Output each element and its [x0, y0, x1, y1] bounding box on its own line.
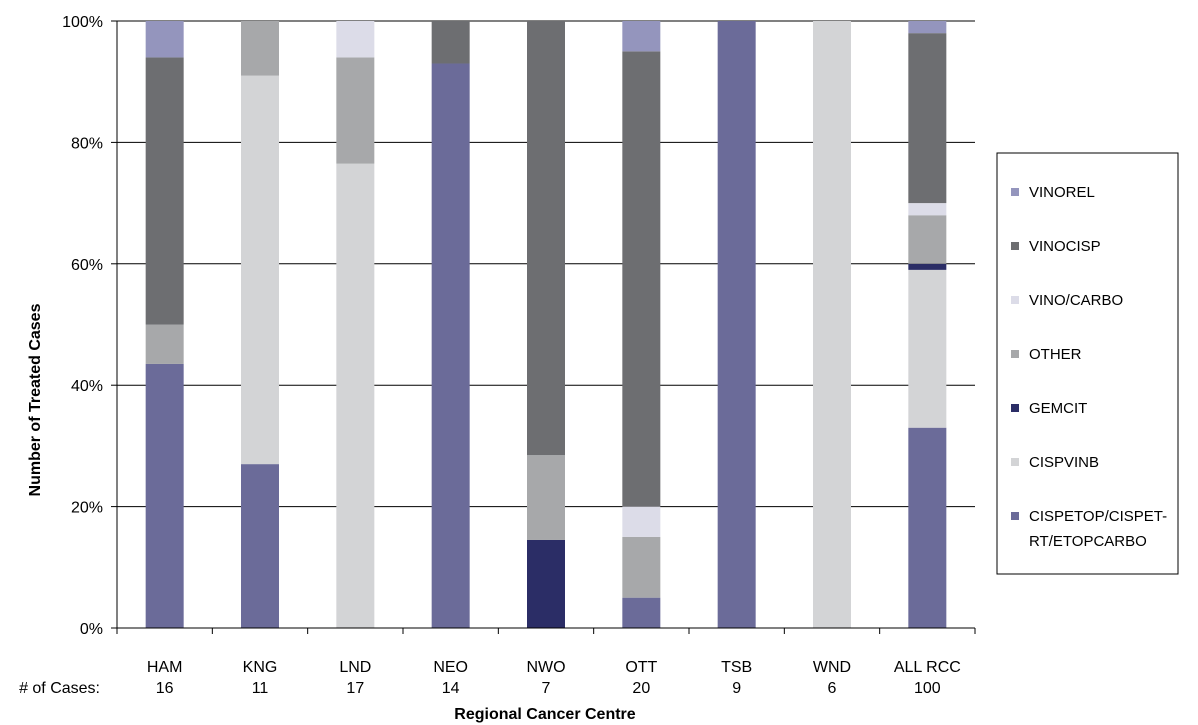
- legend-label: CISPETOP/CISPET-: [1029, 508, 1167, 525]
- case-count-label: 7: [542, 680, 551, 697]
- legend-swatch: [1011, 404, 1019, 412]
- bar-segment: [813, 21, 851, 628]
- bar-segment: [145, 21, 184, 58]
- bar-segment: [717, 21, 756, 628]
- bar-segment: [241, 464, 279, 628]
- axes: [111, 20, 976, 634]
- bar-segment: [908, 263, 947, 270]
- legend-label: OTHER: [1029, 346, 1082, 363]
- y-tick-label: 40%: [71, 378, 103, 395]
- bar-segment: [622, 51, 661, 507]
- legend-label: GEMCIT: [1029, 400, 1087, 417]
- bar-segment: [241, 75, 279, 465]
- case-count-label: 20: [632, 680, 650, 697]
- bar-segment: [908, 21, 947, 34]
- bar-segment: [145, 324, 184, 364]
- case-count-label: 9: [732, 680, 741, 697]
- x-tick-label: WND: [813, 659, 851, 676]
- legend-box: [996, 152, 1179, 575]
- case-count-label: 6: [828, 680, 837, 697]
- case-count-label: 16: [156, 680, 174, 697]
- bar-segment: [622, 597, 661, 628]
- bar-segment: [908, 269, 947, 428]
- bar-segment: [908, 427, 947, 628]
- x-tick-label: NWO: [526, 659, 565, 676]
- bar-segment: [622, 21, 661, 52]
- bar-segment: [908, 203, 947, 216]
- legend-label: RT/ETOPCARBO: [1029, 533, 1147, 550]
- bar-segment: [241, 21, 279, 76]
- y-tick-label: 20%: [71, 500, 103, 517]
- y-tick-labels: 0% 20% 40% 60% 80% 100%: [62, 14, 103, 638]
- x-tick-label: NEO: [433, 659, 468, 676]
- bar-segment: [622, 506, 661, 537]
- legend-swatch: [1011, 458, 1019, 466]
- legend-label: CISPVINB: [1029, 454, 1099, 471]
- legend-swatch: [1011, 188, 1019, 196]
- case-count-label: 17: [346, 680, 364, 697]
- x-tick-label: ALL RCC: [894, 659, 961, 676]
- y-tick-label: 60%: [71, 257, 103, 274]
- case-count-label: 11: [252, 680, 269, 697]
- bar-segment: [527, 455, 565, 540]
- case-count-label: 100: [914, 680, 941, 697]
- x-tick-label: HAM: [147, 659, 183, 676]
- case-count-label: 14: [442, 680, 460, 697]
- y-tick-label: 80%: [71, 135, 103, 152]
- legend-swatch: [1011, 242, 1019, 250]
- legend-swatch: [1011, 512, 1019, 520]
- y-tick-label: 0%: [80, 621, 103, 638]
- cases-row-label: # of Cases:: [19, 680, 100, 697]
- legend: VINOREL VINOCISP VINO/CARBO OTHER GEMCIT CISP…: [996, 152, 1179, 575]
- x-tick-labels: HAM 16 KNG 11 LND 17 NEO 14 NWO 7 OTT 20 TSB 9 WND 6 ALL…: [147, 659, 961, 697]
- bars: [145, 21, 947, 629]
- bar-segment: [145, 363, 184, 628]
- x-tick-label: KNG: [243, 659, 278, 676]
- bar-segment: [336, 21, 375, 58]
- bar-segment: [908, 215, 947, 264]
- bar-segment: [527, 539, 565, 628]
- x-axis-title: Regional Cancer Centre: [454, 706, 635, 723]
- x-tick-label: LND: [339, 659, 371, 676]
- bar-segment: [622, 536, 661, 598]
- bar-segment: [336, 57, 375, 164]
- bar-segment: [431, 21, 470, 64]
- bar-segment: [336, 163, 375, 628]
- bar-segment: [908, 33, 947, 204]
- bar-segment: [145, 57, 184, 325]
- bar-segment: [527, 21, 565, 456]
- legend-label: VINOCISP: [1029, 238, 1101, 255]
- x-tick-label: OTT: [625, 659, 657, 676]
- y-tick-label: 100%: [62, 14, 103, 31]
- legend-swatch: [1011, 296, 1019, 304]
- legend-label: VINO/CARBO: [1029, 292, 1123, 309]
- bar-segment: [431, 63, 470, 629]
- legend-label: VINOREL: [1029, 184, 1095, 201]
- y-axis-title: Number of Treated Cases: [27, 303, 44, 496]
- x-tick-label: TSB: [721, 659, 752, 676]
- legend-swatch: [1011, 350, 1019, 358]
